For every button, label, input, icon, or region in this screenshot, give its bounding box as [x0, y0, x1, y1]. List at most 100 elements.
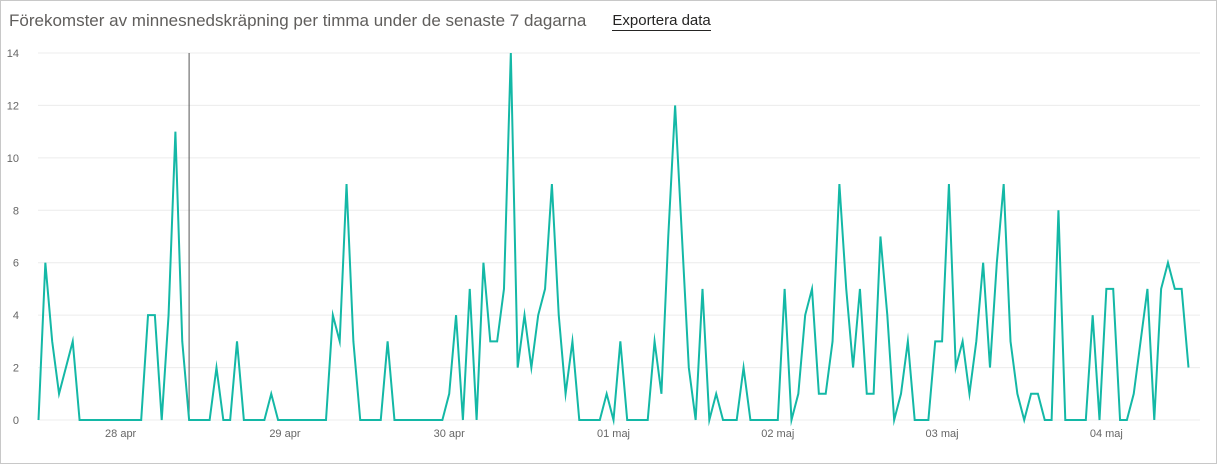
data-point: [420, 418, 424, 422]
data-point: [1125, 418, 1129, 422]
data-point: [824, 392, 828, 396]
data-point: [37, 418, 41, 422]
data-point: [461, 418, 465, 422]
data-point: [612, 418, 616, 422]
data-point: [564, 392, 568, 396]
data-point: [105, 418, 109, 422]
x-tick-label: 03 maj: [926, 428, 959, 440]
data-point: [297, 418, 301, 422]
data-point: [605, 392, 609, 396]
data-point: [1077, 418, 1081, 422]
data-point: [502, 287, 506, 291]
data-point: [988, 366, 992, 370]
data-point: [632, 418, 636, 422]
export-data-link[interactable]: Exportera data: [612, 11, 711, 31]
data-point: [386, 339, 390, 343]
data-point: [865, 392, 869, 396]
y-tick-label: 4: [13, 310, 19, 322]
data-point: [235, 339, 239, 343]
data-point: [961, 339, 965, 343]
data-point: [1050, 418, 1054, 422]
data-point: [1043, 418, 1047, 422]
x-tick-label: 30 apr: [434, 428, 466, 440]
data-point: [345, 182, 349, 186]
data-point: [844, 287, 848, 291]
data-point: [967, 392, 971, 396]
data-point: [721, 418, 725, 422]
data-point: [954, 366, 958, 370]
data-point: [529, 366, 533, 370]
data-point: [1152, 418, 1156, 422]
data-point: [776, 418, 780, 422]
data-point: [1015, 392, 1019, 396]
data-point: [454, 313, 458, 317]
data-point: [1036, 392, 1040, 396]
data-point: [1159, 287, 1163, 291]
data-point: [317, 418, 321, 422]
data-point: [851, 366, 855, 370]
data-point: [91, 418, 95, 422]
y-tick-label: 8: [13, 205, 19, 217]
data-point: [892, 418, 896, 422]
data-point: [1139, 339, 1143, 343]
data-point: [618, 339, 622, 343]
x-tick-label: 02 maj: [761, 428, 794, 440]
data-point: [475, 418, 479, 422]
data-point: [926, 418, 930, 422]
data-point: [981, 261, 985, 265]
data-point: [427, 418, 431, 422]
data-point: [413, 418, 417, 422]
data-point: [1002, 182, 1006, 186]
data-point: [550, 182, 554, 186]
data-point: [659, 392, 663, 396]
data-point: [481, 261, 485, 265]
data-point: [673, 103, 677, 107]
y-tick-label: 12: [7, 100, 19, 112]
data-point: [762, 418, 766, 422]
data-point: [577, 418, 581, 422]
data-point: [358, 418, 362, 422]
data-point: [796, 392, 800, 396]
data-point: [351, 339, 355, 343]
data-point: [290, 418, 294, 422]
data-point: [160, 418, 164, 422]
data-point: [324, 418, 328, 422]
data-point: [372, 418, 376, 422]
data-point: [1029, 392, 1033, 396]
data-point: [789, 418, 793, 422]
data-point: [1145, 287, 1149, 291]
data-point: [43, 261, 47, 265]
data-point: [78, 418, 82, 422]
data-point: [495, 339, 499, 343]
data-point: [1111, 287, 1115, 291]
data-point: [194, 418, 198, 422]
data-point: [837, 182, 841, 186]
y-tick-label: 0: [13, 415, 19, 427]
data-point: [940, 339, 944, 343]
data-point: [687, 366, 691, 370]
data-point: [1173, 287, 1177, 291]
data-point: [803, 313, 807, 317]
data-point: [447, 392, 451, 396]
data-point: [769, 418, 773, 422]
data-point: [249, 418, 253, 422]
data-point: [817, 392, 821, 396]
x-tick-label: 28 apr: [105, 428, 137, 440]
data-point: [707, 418, 711, 422]
data-point: [1091, 313, 1095, 317]
data-point: [810, 287, 814, 291]
data-point: [878, 235, 882, 239]
data-point: [543, 287, 547, 291]
x-tick-label: 29 apr: [269, 428, 301, 440]
data-point: [598, 418, 602, 422]
data-point: [858, 287, 862, 291]
data-point: [119, 418, 123, 422]
data-point: [187, 418, 191, 422]
data-point: [180, 339, 184, 343]
data-point: [783, 287, 787, 291]
data-point: [639, 418, 643, 422]
data-point: [748, 418, 752, 422]
data-point: [153, 313, 157, 317]
